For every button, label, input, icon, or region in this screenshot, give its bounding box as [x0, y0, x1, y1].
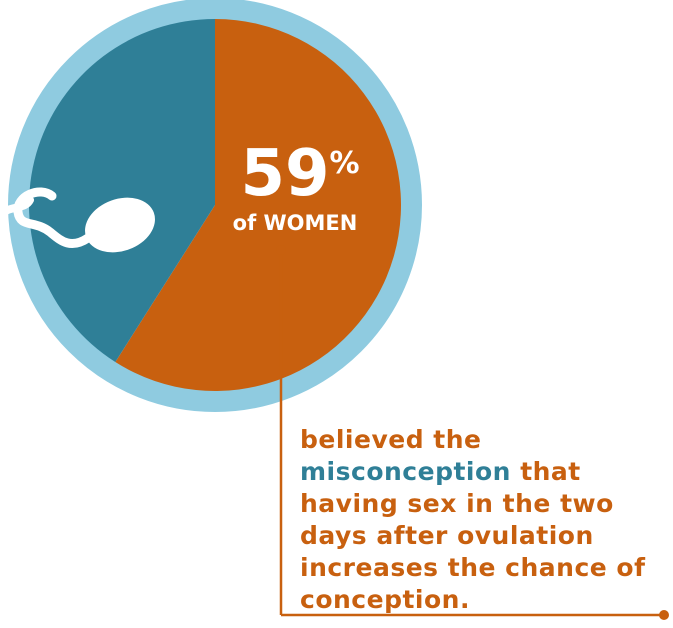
sperm-icon — [0, 187, 155, 253]
pie-label: of WOMEN — [233, 211, 358, 235]
caption-text: believed the — [300, 425, 482, 454]
slices — [29, 19, 402, 392]
leader-dot — [659, 610, 669, 620]
value-label: 59% — [240, 137, 359, 211]
pie-slice — [115, 19, 402, 392]
caption: believed the misconception that having s… — [300, 424, 672, 616]
caption-highlight: misconception — [300, 457, 511, 486]
leader-dot — [276, 245, 286, 255]
pie-slice — [29, 19, 215, 363]
caption-text: that having sex in the two days after ov… — [300, 457, 646, 614]
